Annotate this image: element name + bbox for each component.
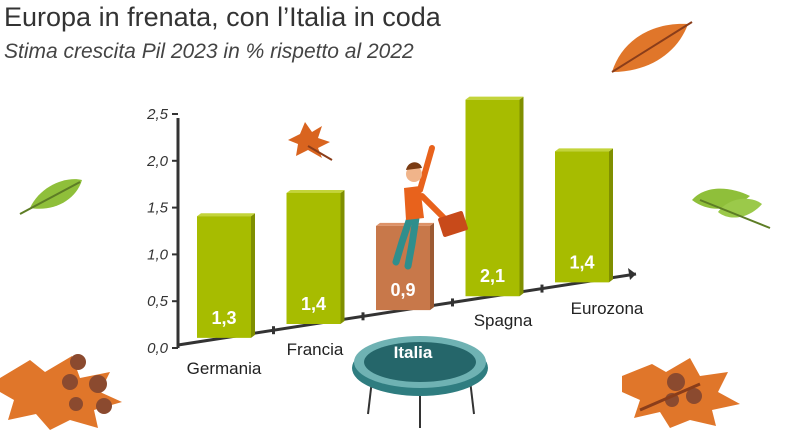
chart-title: Europa in frenata, con l’Italia in coda [4, 2, 441, 32]
bar-spagna: 2,1 [465, 96, 524, 297]
bar-top [555, 148, 613, 152]
bar-side [340, 189, 345, 324]
y-tick-label: 1,5 [147, 200, 169, 217]
y-tick-label: 0,0 [147, 340, 169, 357]
data-label-eurozona: 1,4 [569, 252, 594, 272]
leaf-icon-top-right [611, 21, 693, 73]
data-label-francia: 1,4 [301, 294, 326, 314]
bar-top [465, 96, 524, 100]
bar-eurozona: 1,4 [555, 148, 613, 283]
data-label-italia: 0,9 [390, 280, 415, 300]
autumn-leaves-icon-bottom-right [622, 358, 740, 428]
category-labels: Germania Francia Spagna Eurozona [187, 299, 644, 378]
category-label-francia: Francia [287, 340, 344, 359]
bar-germania: 1,3 [197, 213, 255, 338]
bar-rect [286, 192, 341, 324]
y-tick-label: 1,0 [147, 246, 169, 263]
category-label-italia: Italia [394, 343, 433, 362]
leaf-icon-left [19, 179, 82, 215]
data-label-spagna: 2,1 [480, 266, 505, 286]
category-label-germania: Germania [187, 359, 262, 378]
y-tick-label: 2,5 [146, 106, 169, 123]
bar-side [519, 96, 524, 297]
bar-rect [555, 151, 609, 283]
category-label-spagna: Spagna [474, 311, 533, 330]
bar-francia: 1,4 [286, 189, 345, 324]
bar-side [251, 213, 255, 338]
bar-top [286, 189, 345, 193]
bar-rect [197, 216, 251, 338]
leaf-icon-right [692, 188, 771, 229]
chart-subtitle: Stima crescita Pil 2023 in % rispetto al… [4, 40, 414, 63]
bar-rect [465, 99, 520, 297]
autumn-leaves-icon-bottom-left [0, 354, 122, 430]
bars-group: 1,3 1,4 0,9 2,1 1,4 [197, 96, 613, 338]
y-ticks: 0,0 0,5 1,0 1,5 2,0 2,5 [146, 106, 178, 357]
bar-side [609, 148, 613, 283]
maple-leaf-icon-small [288, 122, 333, 161]
bar-side [430, 222, 434, 311]
y-tick-label: 0,5 [147, 293, 169, 310]
y-tick-label: 2,0 [146, 153, 169, 170]
jumping-man-icon [392, 145, 468, 270]
bar-top [197, 213, 255, 217]
data-label-germania: 1,3 [211, 308, 236, 328]
category-label-eurozona: Eurozona [571, 299, 644, 318]
trampoline-icon [352, 336, 488, 428]
